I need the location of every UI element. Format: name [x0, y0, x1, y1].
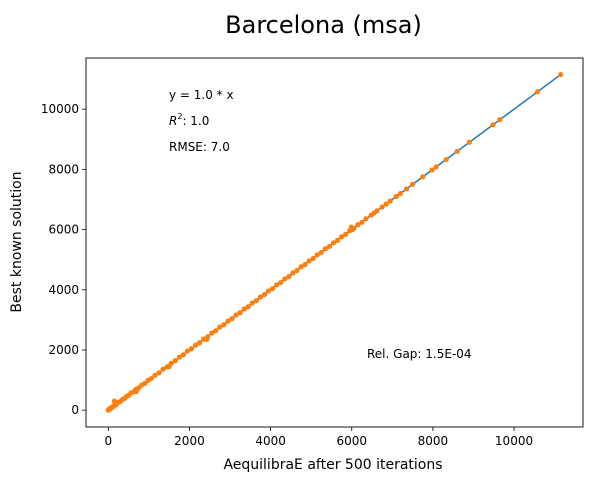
- data-point: [237, 310, 243, 316]
- data-point: [429, 167, 435, 173]
- data-point: [225, 318, 231, 324]
- data-point: [298, 264, 304, 270]
- data-point: [433, 164, 439, 170]
- data-point: [397, 190, 404, 197]
- data-point: [497, 117, 503, 123]
- data-point: [249, 300, 255, 306]
- plot-area: [105, 71, 564, 413]
- r-squared-symbol: R: [169, 114, 177, 128]
- data-point: [221, 322, 227, 328]
- data-point: [290, 270, 296, 276]
- data-point: [265, 288, 272, 294]
- data-point: [420, 174, 426, 180]
- y-tick-label: 4000: [48, 283, 79, 297]
- data-point: [274, 282, 280, 288]
- y-axis-label: Best known solution: [9, 171, 25, 312]
- data-point: [466, 139, 472, 145]
- data-point: [306, 258, 312, 264]
- x-tick-label: 0: [104, 434, 112, 448]
- r-squared-annotation: R2: 1.0: [169, 112, 209, 128]
- data-point: [454, 148, 460, 154]
- data-point: [339, 234, 345, 240]
- data-point: [334, 237, 341, 243]
- data-point: [403, 186, 410, 192]
- data-point: [241, 306, 247, 312]
- data-point: [209, 330, 215, 336]
- r-squared-value: : 1.0: [182, 114, 209, 128]
- x-tick-label: 2000: [174, 434, 205, 448]
- data-point: [314, 252, 320, 258]
- data-point: [410, 181, 416, 188]
- data-point: [148, 375, 154, 382]
- data-point: [261, 291, 268, 298]
- y-tick-label: 2000: [48, 343, 79, 357]
- data-point: [363, 216, 369, 222]
- x-tick-label: 4000: [255, 434, 286, 448]
- data-point: [270, 285, 276, 292]
- data-point: [204, 336, 210, 343]
- data-point: [393, 193, 399, 200]
- y-tick-label: 6000: [48, 223, 79, 237]
- data-point: [257, 294, 264, 300]
- chart-title: Barcelona (msa): [225, 11, 422, 39]
- data-point: [166, 363, 172, 370]
- data-point: [330, 240, 337, 246]
- data-point: [197, 340, 203, 346]
- data-point: [383, 201, 389, 207]
- data-point: [233, 312, 239, 318]
- x-tick-label: 6000: [336, 434, 367, 448]
- data-point: [558, 71, 564, 78]
- data-point: [180, 352, 186, 358]
- data-point: [349, 226, 356, 233]
- data-point: [160, 366, 166, 372]
- data-point: [326, 243, 333, 250]
- data-point: [355, 222, 361, 228]
- data-point: [229, 316, 235, 322]
- data-point: [184, 348, 191, 354]
- data-point: [379, 204, 385, 210]
- data-point: [387, 198, 393, 204]
- x-tick-label: 8000: [418, 434, 449, 448]
- data-point: [217, 324, 223, 330]
- data-point: [294, 267, 300, 274]
- x-axis-label: AequilibraE after 500 iterations: [223, 457, 442, 473]
- x-tick-label: 10000: [495, 434, 533, 448]
- r-squared-superscript: 2: [177, 112, 182, 121]
- plot-frame: [85, 57, 584, 428]
- data-point: [359, 219, 365, 225]
- data-point: [176, 354, 182, 360]
- data-point: [172, 358, 178, 364]
- data-point: [490, 122, 496, 128]
- data-point: [213, 328, 219, 334]
- y-tick-label: 10000: [41, 102, 79, 116]
- rel-gap-annotation: Rel. Gap: 1.5E-04: [367, 347, 472, 361]
- data-point: [318, 249, 324, 256]
- data-point: [534, 89, 541, 95]
- rmse-annotation: RMSE: 7.0: [169, 140, 230, 154]
- equation-annotation: y = 1.0 * x: [169, 88, 234, 102]
- data-point: [113, 401, 120, 407]
- data-point: [245, 304, 251, 310]
- data-point: [286, 273, 292, 280]
- data-point: [133, 388, 139, 395]
- data-point: [310, 255, 316, 262]
- data-point: [302, 261, 308, 268]
- data-point: [152, 372, 158, 378]
- data-point: [282, 276, 288, 282]
- data-point: [192, 342, 199, 348]
- data-point: [253, 297, 259, 304]
- y-tick-label: 8000: [48, 162, 79, 176]
- data-point: [322, 246, 328, 252]
- y-tick-label: 0: [71, 403, 79, 417]
- axis-ticks: 0 2000 4000 6000 8000 10000 0 2000 4000 6000 8000 1…: [41, 102, 533, 448]
- data-point: [374, 208, 380, 214]
- data-point: [278, 279, 284, 286]
- data-point: [188, 346, 195, 352]
- data-point: [156, 370, 162, 376]
- data-point: [343, 231, 349, 237]
- data-point: [443, 156, 449, 163]
